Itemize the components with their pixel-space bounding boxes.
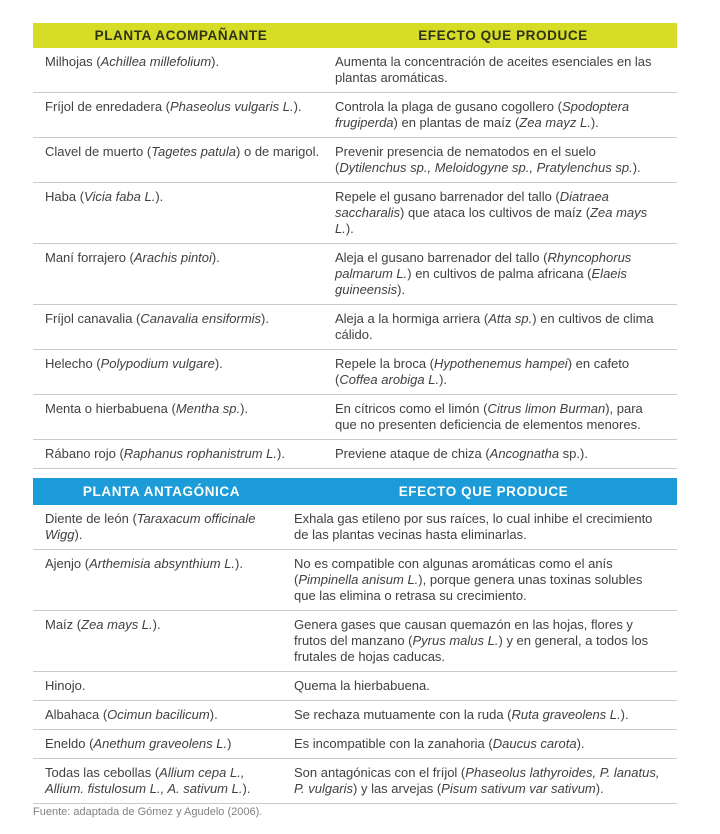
antagonistic-header-effect-column: EFECTO QUE PRODUCE bbox=[398, 484, 569, 499]
effect-cell: Exhala gas etileno por sus raíces, lo cu… bbox=[294, 511, 653, 542]
plant-cell: Haba (Vicia faba L.). bbox=[45, 189, 164, 204]
source-note: Fuente: adaptada de Gómez y Agudelo (200… bbox=[33, 806, 263, 818]
effect-cell: Previene ataque de chiza (Ancognatha sp.… bbox=[335, 446, 588, 461]
plant-cell: Todas las cebollas (Allium cepa L., Alli… bbox=[45, 765, 251, 796]
plant-cell: Milhojas (Achillea millefolium). bbox=[45, 54, 220, 69]
antagonistic-table-body: Diente de león (Taraxacum officinale Wig… bbox=[33, 505, 677, 804]
plant-cell: Fríjol canavalia (Canavalia ensiformis). bbox=[45, 311, 269, 326]
effect-cell: Es incompatible con la zanahoria (Daucus… bbox=[294, 736, 585, 751]
plant-cell: Clavel de muerto (Tagetes patula) o de m… bbox=[45, 144, 320, 159]
table-row: Maní forrajero (Arachis pintoi). Aleja el… bbox=[33, 244, 677, 305]
antagonistic-header-plant-column: PLANTA ANTAGÓNICA bbox=[82, 484, 241, 499]
companion-plants-table: PLANTA ACOMPAÑANTE EFECTO QUE PRODUCE Mi… bbox=[33, 23, 677, 469]
effect-cell: En cítricos como el limón (Citrus limon … bbox=[335, 401, 643, 432]
plant-cell: Ajenjo (Arthemisia absynthium L.). bbox=[45, 556, 243, 571]
table-row: Menta o hierbabuena (Mentha sp.). En cítr… bbox=[33, 395, 677, 440]
effect-cell: Se rechaza mutuamente con la ruda (Ruta … bbox=[294, 707, 629, 722]
table-row: Albahaca (Ocimun bacilicum). Se rechaza m… bbox=[33, 701, 677, 730]
effect-cell: Repele el gusano barrenador del tallo (D… bbox=[335, 189, 648, 236]
plant-cell: Hinojo. bbox=[45, 678, 86, 693]
table-row: Hinojo. Quema la hierbabuena. bbox=[33, 672, 677, 701]
antagonistic-table-header: PLANTA ANTAGÓNICA EFECTO QUE PRODUCE bbox=[33, 478, 677, 505]
companion-header-plant-column: PLANTA ACOMPAÑANTE bbox=[94, 28, 268, 43]
effect-cell: Aleja el gusano barrenador del tallo (Rh… bbox=[335, 250, 632, 297]
plant-cell: Fríjol de enredadera (Phaseolus vulgaris… bbox=[45, 99, 302, 114]
plant-cell: Helecho (Polypodium vulgare). bbox=[45, 356, 223, 371]
table-row: Milhojas (Achillea millefolium). Aumenta … bbox=[33, 48, 677, 93]
plant-cell: Maíz (Zea mays L.). bbox=[45, 617, 161, 632]
table-row: Ajenjo (Arthemisia absynthium L.). No es … bbox=[33, 550, 677, 611]
table-row: Clavel de muerto (Tagetes patula) o de m… bbox=[33, 138, 677, 183]
effect-cell: Son antagónicas con el fríjol (Phaseolus… bbox=[294, 765, 660, 796]
effect-cell: Quema la hierbabuena. bbox=[294, 678, 430, 693]
effect-cell: Aleja a la hormiga arriera (Atta sp.) en… bbox=[335, 311, 654, 342]
companion-table-body: Milhojas (Achillea millefolium). Aumenta … bbox=[33, 48, 677, 469]
effect-cell: Aumenta la concentración de aceites esen… bbox=[335, 54, 652, 85]
table-row: Rábano rojo (Raphanus rophanistrum L.). P… bbox=[33, 440, 677, 469]
table-row: Fríjol de enredadera (Phaseolus vulgaris… bbox=[33, 93, 677, 138]
table-row: Fríjol canavalia (Canavalia ensiformis).… bbox=[33, 305, 677, 350]
companion-table-header: PLANTA ACOMPAÑANTE EFECTO QUE PRODUCE bbox=[33, 23, 677, 48]
table-row: Todas las cebollas (Allium cepa L., Alli… bbox=[33, 759, 677, 804]
effect-cell: Prevenir presencia de nematodos en el su… bbox=[335, 144, 641, 175]
plant-cell: Rábano rojo (Raphanus rophanistrum L.). bbox=[45, 446, 285, 461]
plant-cell: Maní forrajero (Arachis pintoi). bbox=[45, 250, 220, 265]
effect-cell: No es compatible con algunas aromáticas … bbox=[294, 556, 643, 603]
plant-cell: Albahaca (Ocimun bacilicum). bbox=[45, 707, 218, 722]
table-row: Eneldo (Anethum graveolens L.) Es incompa… bbox=[33, 730, 677, 759]
effect-cell: Repele la broca (Hypothenemus hampei) en… bbox=[335, 356, 630, 387]
plant-cell: Eneldo (Anethum graveolens L.) bbox=[45, 736, 232, 751]
effect-cell: Controla la plaga de gusano cogollero (S… bbox=[335, 99, 630, 130]
companion-header-effect-column: EFECTO QUE PRODUCE bbox=[418, 28, 588, 43]
plant-cell: Diente de león (Taraxacum officinale Wig… bbox=[45, 511, 256, 542]
table-row: Helecho (Polypodium vulgare). Repele la b… bbox=[33, 350, 677, 395]
table-row: Diente de león (Taraxacum officinale Wig… bbox=[33, 505, 677, 550]
effect-cell: Genera gases que causan quemazón en las … bbox=[294, 617, 649, 664]
table-row: Maíz (Zea mays L.). Genera gases que caus… bbox=[33, 611, 677, 672]
antagonistic-plants-table: PLANTA ANTAGÓNICA EFECTO QUE PRODUCE Die… bbox=[33, 478, 677, 804]
plant-cell: Menta o hierbabuena (Mentha sp.). bbox=[45, 401, 249, 416]
table-row: Haba (Vicia faba L.). Repele el gusano ba… bbox=[33, 183, 677, 244]
